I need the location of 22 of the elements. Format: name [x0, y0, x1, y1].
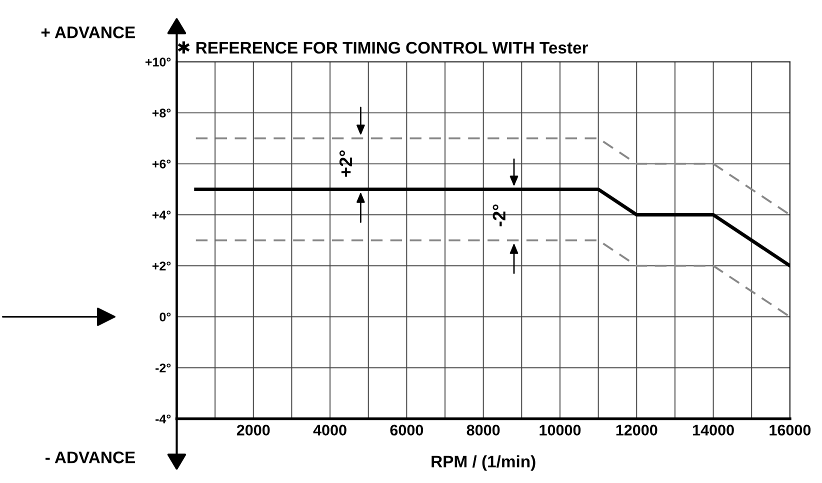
y-tick-label: +8° — [152, 108, 171, 118]
chart-title: ✱ REFERENCE FOR TIMING CONTROL WITH Tester — [178, 41, 588, 54]
y-tick-label: +4° — [152, 210, 171, 220]
x-tick-label: 14000 — [693, 424, 734, 436]
x-tick-label: 12000 — [616, 424, 658, 436]
x-tick-label: 10000 — [540, 424, 581, 436]
x-tick-label: 2000 — [236, 424, 270, 436]
x-tick-label: 4000 — [313, 424, 346, 436]
annotation: -2° — [492, 204, 506, 226]
y-tick-label: +2° — [152, 262, 171, 270]
x-axis-title: RPM / (1/min) — [432, 455, 536, 471]
y-tick-label: 0° — [160, 312, 171, 322]
x-tick-label: 8000 — [466, 424, 500, 436]
text: - ADVANCE — [46, 452, 135, 464]
annotation: +2° — [339, 150, 352, 177]
y-tick-label: -2° — [156, 364, 171, 372]
y-tick-label: +10° — [146, 58, 171, 66]
y-tick-label: -4° — [156, 414, 171, 424]
x-tick-label: 16000 — [770, 424, 811, 436]
y-tick-label: +6° — [152, 160, 171, 168]
text: + ADVANCE — [41, 26, 135, 38]
x-tick-label: 6000 — [390, 424, 424, 436]
